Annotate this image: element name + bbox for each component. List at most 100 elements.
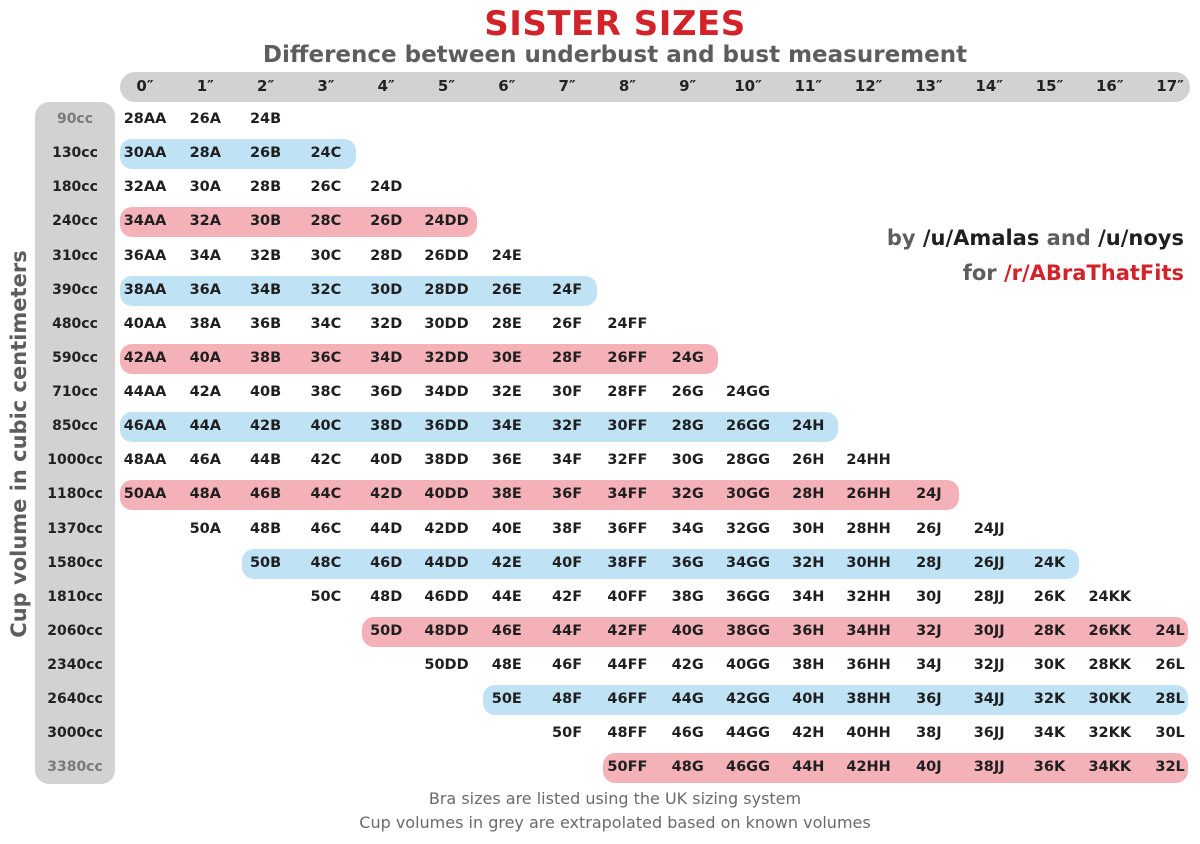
size-cell: 26E: [491, 281, 522, 298]
size-cell: 50DD: [424, 657, 469, 674]
size-cell: 46C: [310, 520, 342, 537]
size-cell: 40C: [310, 418, 342, 435]
size-cell: 38D: [370, 418, 403, 435]
size-cell: 36JJ: [973, 725, 1005, 742]
size-cell: 38FF: [607, 554, 648, 571]
size-cell: 24FF: [607, 315, 648, 332]
size-cell: 38C: [310, 384, 342, 401]
size-cell: 42AA: [123, 349, 167, 366]
column-header: 10″: [734, 77, 762, 95]
size-cell: 42C: [310, 452, 342, 469]
row-header-volume: 1580cc: [47, 554, 103, 571]
size-cell: 50A: [189, 520, 221, 537]
credit-and: and: [1046, 226, 1091, 250]
credit-authors: by /u/Amalas and /u/noys: [887, 226, 1184, 250]
row-header-volume: 3000cc: [47, 725, 103, 742]
size-cell: 46E: [491, 622, 522, 639]
column-header: 1″: [196, 77, 214, 95]
column-header: 7″: [558, 77, 576, 95]
size-cell: 26HH: [846, 486, 891, 503]
size-cell: 36E: [491, 452, 522, 469]
row-header-volume: 2640cc: [47, 691, 103, 708]
size-cell: 32GG: [726, 520, 770, 537]
size-cell: 36H: [792, 622, 825, 639]
size-cell: 28A: [189, 145, 221, 162]
size-cell: 28HH: [846, 520, 891, 537]
size-cell: 48B: [249, 520, 282, 537]
size-cell: 32J: [916, 622, 942, 639]
size-cell: 28D: [370, 247, 403, 264]
size-cell: 24JJ: [973, 520, 1005, 537]
size-cell: 40H: [792, 691, 825, 708]
size-cell: 26DD: [424, 247, 469, 264]
size-cell: 24B: [249, 111, 282, 127]
size-cell: 38H: [792, 657, 825, 674]
size-cell: 30GG: [726, 486, 770, 503]
highlight-band-blue: [120, 139, 356, 170]
size-cell: 40B: [249, 384, 282, 401]
size-cell: 44D: [370, 520, 403, 537]
size-cell: 42G: [671, 657, 704, 674]
size-cell: 42GG: [726, 691, 770, 708]
size-cell: 40G: [671, 622, 704, 639]
size-cell: 42E: [491, 554, 522, 571]
size-cell: 28KK: [1088, 657, 1132, 674]
size-cell: 28L: [1155, 691, 1185, 708]
row-header-volume: 1000cc: [47, 452, 103, 469]
size-cell: 24G: [671, 349, 704, 366]
size-cell: 36C: [310, 349, 342, 366]
row-header-volume: 2060cc: [47, 622, 103, 639]
size-cell: 34B: [249, 281, 282, 298]
size-cell: 32F: [552, 418, 583, 435]
size-cell: 30FF: [607, 418, 648, 435]
size-cell: 36J: [916, 691, 942, 708]
size-cell: 40E: [491, 520, 522, 537]
size-cell: 38DD: [424, 452, 469, 469]
size-cell: 42B: [249, 418, 282, 435]
column-header: 12″: [854, 77, 883, 95]
size-cell: 42H: [792, 725, 825, 742]
size-cell: 30J: [916, 588, 942, 605]
size-cell: 36DD: [424, 418, 469, 435]
x-axis-label: Difference between underbust and bust me…: [262, 42, 968, 68]
size-cell: 46D: [370, 554, 403, 571]
size-cell: 24GG: [726, 384, 770, 401]
column-header: 5″: [437, 77, 456, 95]
highlight-band-blue: [241, 548, 1080, 579]
size-cell: 28FF: [607, 384, 648, 401]
size-cell: 44G: [671, 691, 704, 708]
column-header: 11″: [794, 77, 823, 95]
size-cell: 46DD: [424, 588, 469, 605]
column-header: 3″: [317, 77, 335, 95]
size-cell: 36AA: [123, 247, 167, 264]
size-cell: 32D: [370, 315, 403, 332]
size-cell: 24F: [552, 281, 583, 298]
size-cell: 32HH: [846, 588, 891, 605]
size-cell: 50FF: [607, 759, 648, 776]
row-header-bar: [35, 102, 115, 784]
size-cell: 42D: [370, 486, 403, 503]
size-cell: 38B: [249, 349, 282, 366]
footnote-extrapolated: Cup volumes in grey are extrapolated bas…: [359, 813, 871, 832]
size-cell: 48AA: [123, 452, 167, 469]
size-cell: 34DD: [424, 384, 469, 401]
size-cell: 34FF: [607, 486, 648, 503]
size-cell: 46FF: [607, 691, 648, 708]
size-cell: 32KK: [1088, 725, 1132, 742]
size-cell: 38GG: [726, 622, 770, 639]
size-cell: 26B: [249, 145, 282, 162]
size-cell: 40GG: [726, 657, 770, 674]
size-cell: 34G: [671, 520, 704, 537]
size-cell: 30HH: [846, 554, 891, 571]
size-cell: 44AA: [123, 384, 167, 401]
size-cell: 40A: [189, 349, 221, 366]
size-cell: 34KK: [1088, 759, 1132, 776]
row-header-volume: 310cc: [52, 247, 98, 264]
credit-user-1: /u/Amalas: [922, 226, 1040, 250]
size-cell: 32C: [310, 281, 342, 298]
size-cell: 50E: [491, 691, 522, 708]
row-header-volume: 130cc: [52, 145, 98, 162]
size-cell: 28J: [916, 554, 942, 571]
size-cell: 26D: [370, 213, 403, 230]
size-cell: 48DD: [424, 622, 469, 639]
